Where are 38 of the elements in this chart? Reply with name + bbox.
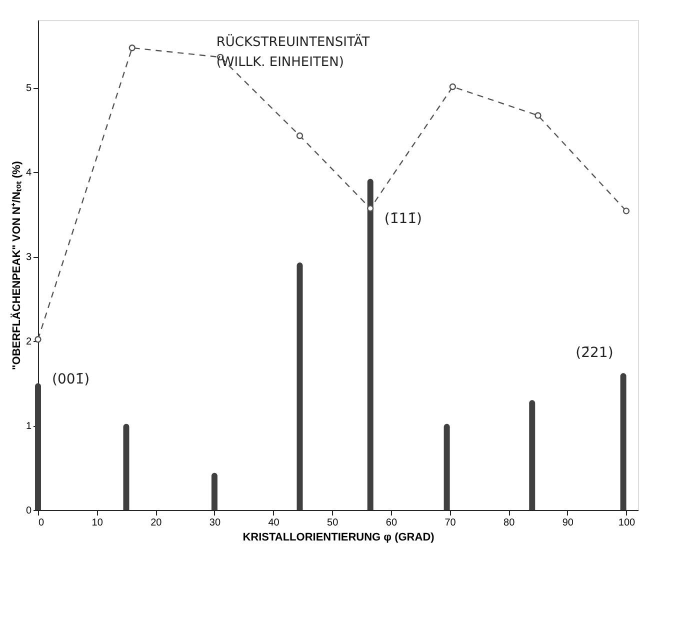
bar: [367, 178, 374, 510]
y-tick-label: 5: [26, 83, 32, 94]
point: [367, 205, 374, 212]
annotation: (001̄): [52, 371, 90, 388]
x-tick-label: 60: [386, 518, 398, 528]
x-tick-label: 40: [268, 518, 280, 528]
bar: [620, 373, 626, 510]
y-axis-title: "OBERFLÄCHENPEAK" VON N⁺/Nₜₒₜ (%): [10, 160, 23, 370]
bar: [35, 383, 41, 510]
x-tick-label: 100: [618, 518, 636, 528]
point: [128, 44, 136, 52]
bar: [123, 424, 130, 510]
x-tick-label: 20: [150, 518, 162, 528]
annotation: (1̄11̄): [384, 210, 422, 227]
x-tick-label: 90: [562, 518, 574, 528]
bar: [444, 424, 450, 510]
y-tick-label: 3: [26, 252, 32, 264]
point: [449, 83, 456, 90]
y-tick-label: 2: [26, 336, 32, 348]
x-tick-label: 10: [92, 518, 104, 528]
x-tick-label: 30: [209, 518, 221, 528]
point: [34, 336, 42, 343]
series-label: RÜCKSTREUINTENSITÄT (WILLK. EINHEITEN): [216, 34, 370, 70]
x-tick-label: 70: [444, 518, 456, 528]
x-tick-label: 80: [504, 518, 516, 528]
x-tick-label: 50: [327, 518, 339, 528]
y-tick-label: 1: [26, 421, 32, 432]
point: [622, 208, 630, 214]
bar: [296, 262, 303, 510]
point: [534, 112, 542, 119]
point: [296, 132, 304, 140]
x-axis-title: KRISTALLORIENTIERUNG φ (GRAD): [242, 532, 435, 544]
bar: [211, 472, 218, 510]
annotation: (2̄21): [576, 345, 614, 362]
y-tick-label: 0: [26, 506, 32, 516]
bar: [529, 400, 536, 510]
y-tick-label: 4: [26, 168, 32, 179]
x-tick-label: 0: [38, 518, 44, 528]
